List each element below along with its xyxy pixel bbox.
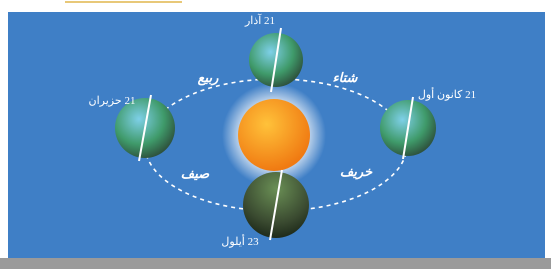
season-label: خريف [340, 165, 373, 180]
diagram: 21 آذار 21 حزيران 21 كانون أول 23 أيلول … [0, 0, 551, 269]
date-label: 23 أيلول [221, 234, 259, 248]
season-label: ربيع [198, 71, 219, 86]
date-label: 21 حزيران [89, 95, 136, 107]
sun [238, 99, 310, 171]
bottom-bar [0, 258, 551, 269]
date-label: 21 كانون أول [418, 87, 476, 101]
date-label: 21 آذار [244, 14, 275, 27]
page: 21 آذار 21 حزيران 21 كانون أول 23 أيلول … [0, 0, 551, 269]
season-label: شتاء [333, 71, 359, 86]
season-label: صيف [181, 167, 210, 182]
